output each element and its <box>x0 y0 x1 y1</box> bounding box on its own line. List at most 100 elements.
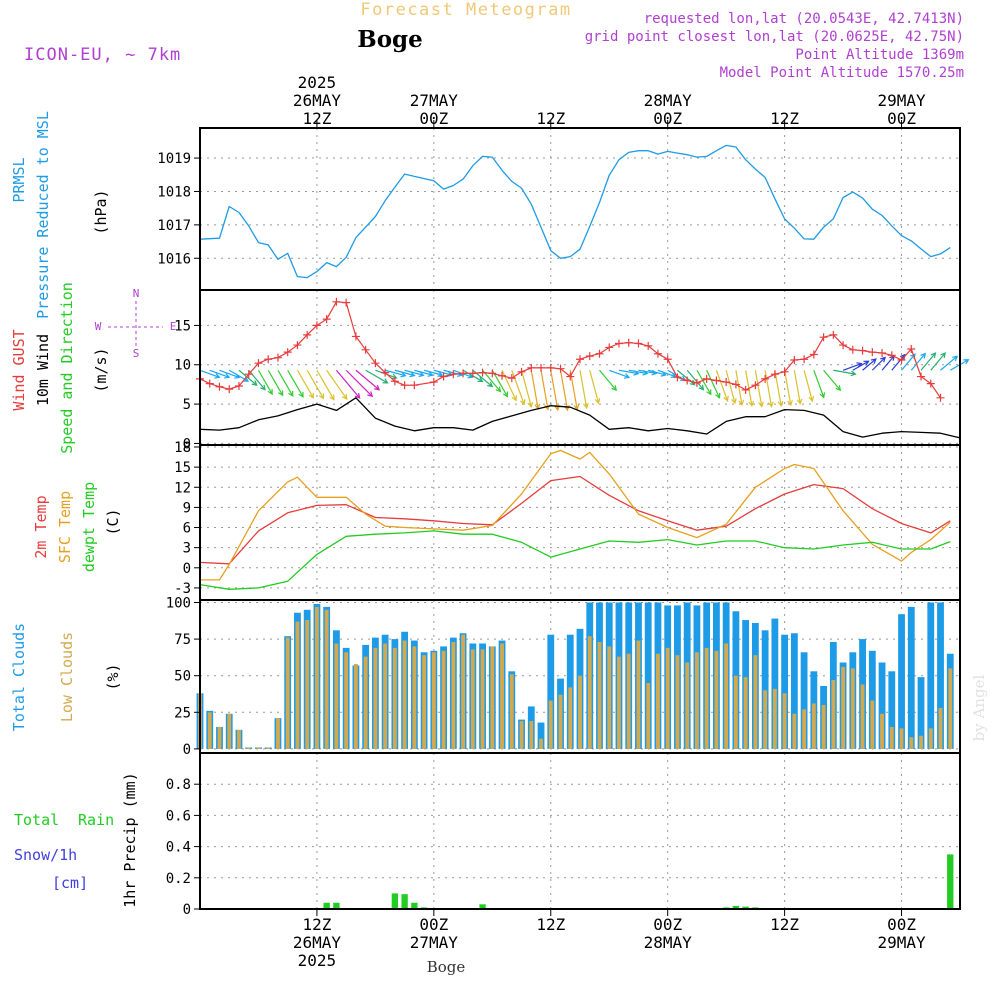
low-clouds-bar <box>207 712 212 749</box>
gust-marker <box>351 332 360 341</box>
wind-direction-arrow <box>335 369 361 399</box>
wind-unit: (m/s) <box>92 347 110 392</box>
wind-arrow-head <box>409 371 416 378</box>
panel-frame <box>199 752 961 910</box>
wind-direction-arrow <box>696 369 712 395</box>
wind-direction-arrow <box>559 370 569 411</box>
gust-marker <box>371 359 380 368</box>
total-clouds-bar <box>790 633 798 749</box>
gust-marker <box>429 378 438 387</box>
gust-marker <box>459 369 468 378</box>
low-clouds-bar <box>617 656 621 749</box>
wind-arrow-head <box>863 360 870 366</box>
gust-marker <box>566 372 575 381</box>
gust-marker <box>926 379 935 388</box>
wind-arrow-head <box>260 384 266 391</box>
wind-arrow-head <box>952 355 959 362</box>
compass-rose: N S W E <box>95 287 177 360</box>
total-clouds-bar <box>868 650 876 749</box>
wind-direction-arrow <box>511 370 525 405</box>
wind-direction-arrow <box>306 369 324 399</box>
gust-marker <box>205 379 214 388</box>
low-clouds-bar <box>402 640 407 749</box>
wind-arrow-head <box>511 395 517 402</box>
gust-marker <box>663 355 672 364</box>
wind-arrow-head <box>777 400 784 408</box>
bottom-time-label: 29MAY <box>877 933 926 952</box>
pressure-label-prmsl: PRMSL <box>10 157 28 202</box>
gust-marker <box>731 380 740 389</box>
clouds-unit: (%) <box>104 663 122 690</box>
wind-arrow-head <box>796 398 803 405</box>
wind-direction-arrow <box>423 369 443 376</box>
wind-arrow-head <box>715 392 721 399</box>
station-title: Boge <box>357 26 423 53</box>
gust-marker <box>400 381 409 390</box>
low-clouds-bar <box>363 656 368 749</box>
bottom-time-label: 12Z <box>770 915 799 934</box>
watermark: by Angel <box>970 674 988 741</box>
wind-arrow-head <box>583 402 589 410</box>
top-time-label: 12Z <box>770 109 799 128</box>
low-clouds-bar <box>870 700 875 749</box>
wind-direction-arrow <box>257 369 273 395</box>
gust-marker <box>653 349 662 358</box>
top-time-label: 29MAY <box>877 91 926 110</box>
wind-direction-arrow <box>813 370 825 398</box>
gust-marker <box>478 368 487 377</box>
wind-arrow-head <box>611 385 618 392</box>
wind-arrow-head <box>487 381 494 388</box>
wind-direction-arrow <box>862 358 877 371</box>
wind-direction-arrow <box>735 370 743 405</box>
panel-frame <box>199 127 961 291</box>
panel-frame <box>199 444 961 601</box>
low-clouds-bar <box>733 675 738 749</box>
t2m-line <box>199 475 951 565</box>
y-tick-label: 0.8 <box>166 777 191 793</box>
total-clouds-bar <box>800 652 808 749</box>
gust-marker <box>322 315 331 324</box>
wind-arrow-head <box>418 371 425 378</box>
low-clouds-bar <box>266 747 271 749</box>
wind-direction-arrow <box>267 369 284 396</box>
low-clouds-bar <box>558 694 563 749</box>
low-clouds-bar <box>841 666 845 749</box>
rain-bar <box>732 905 740 909</box>
wind-arrow-head <box>367 391 374 398</box>
gust-marker <box>702 374 711 383</box>
wind-arrow-head <box>758 401 764 408</box>
wind-direction-arrow <box>316 369 335 400</box>
wind-direction-arrow <box>686 369 704 391</box>
gust-marker <box>614 339 623 348</box>
low-clouds-bar <box>539 738 543 749</box>
y-tick-label: 15 <box>174 318 191 334</box>
gust-marker <box>887 351 896 360</box>
y-tick-label: 0 <box>183 742 191 758</box>
wind-arrow-head <box>318 393 325 400</box>
gust-marker <box>517 367 526 376</box>
gust-marker <box>449 370 458 379</box>
wind-direction-arrow <box>520 370 532 407</box>
gust-marker <box>576 355 584 364</box>
wind-direction-arrow <box>296 369 314 399</box>
low-clouds-bar <box>295 621 300 749</box>
wind-arrow-head <box>242 376 250 382</box>
low-clouds-bar <box>227 713 232 749</box>
gust-marker <box>936 393 945 402</box>
panel-frame <box>199 289 961 446</box>
top-time-label: 12Z <box>302 109 331 128</box>
y-tick-label: 0 <box>183 902 191 918</box>
total-clouds-bar <box>907 606 915 749</box>
low-clouds-bar <box>880 713 884 749</box>
gust-marker <box>283 348 292 357</box>
model-label: ICON-EU, ~ 7km <box>24 45 181 65</box>
gust-marker <box>761 374 770 383</box>
low-clouds-bar <box>811 703 816 749</box>
low-clouds-bar <box>285 637 290 749</box>
top-time-label: 12Z <box>536 109 565 128</box>
wind-direction-arrow <box>384 369 406 377</box>
y-tick-label: 0 <box>183 436 191 452</box>
bottom-time-label: 26MAY <box>293 933 342 952</box>
low-clouds-bar <box>441 650 446 749</box>
wind-direction-arrow <box>764 370 773 407</box>
